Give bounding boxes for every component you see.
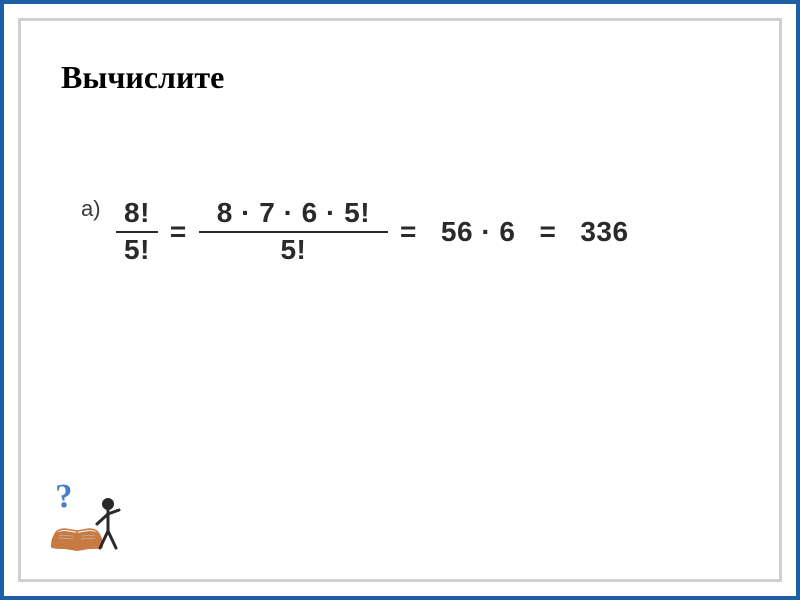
frac1-numerator: 8! (116, 196, 158, 231)
fraction-2: 8 · 7 · 6 · 5! 5! (199, 196, 388, 268)
person-figure-icon (93, 496, 123, 551)
decorative-icon-group: ? (51, 461, 141, 551)
step-2: 56 · 6 (429, 216, 528, 248)
slide-inner-frame: Вычислите а) 8! 5! = 8 · 7 · 6 · 5! 5! =… (18, 18, 782, 582)
frac1-denominator: 5! (116, 233, 158, 268)
item-label: а) (81, 196, 101, 222)
slide-outer-frame: Вычислите а) 8! 5! = 8 · 7 · 6 · 5! 5! =… (0, 0, 800, 600)
final-result: 336 (568, 216, 640, 248)
equals-2: = (388, 216, 429, 248)
equals-3: = (528, 216, 569, 248)
fraction-1: 8! 5! (116, 196, 158, 268)
frac2-denominator: 5! (272, 233, 314, 268)
frac2-numerator: 8 · 7 · 6 · 5! (199, 196, 388, 231)
slide-title: Вычислите (61, 59, 224, 96)
equals-1: = (158, 216, 199, 248)
equation: 8! 5! = 8 · 7 · 6 · 5! 5! = 56 · 6 = 336 (116, 196, 641, 268)
